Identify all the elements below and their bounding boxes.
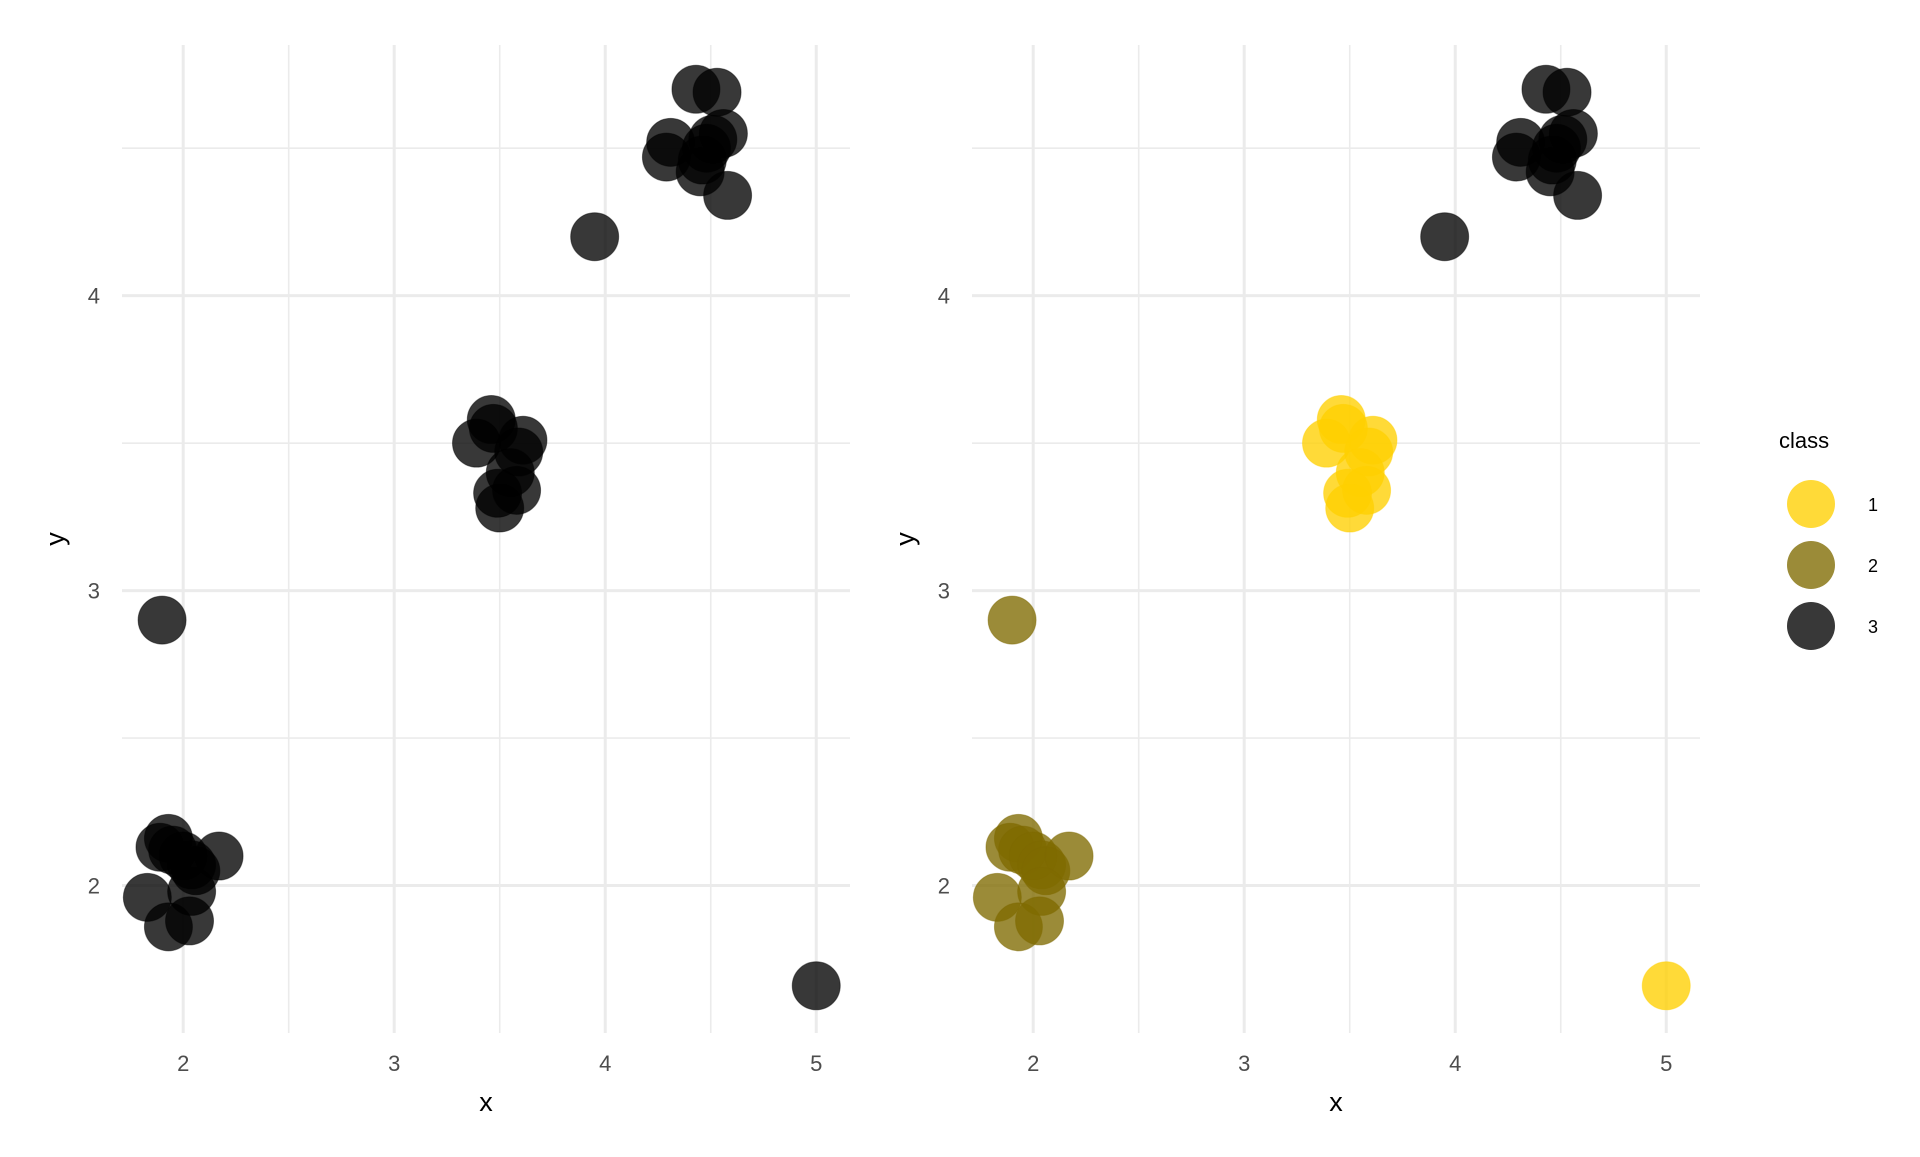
legend-key-2 xyxy=(1787,541,1835,589)
data-point xyxy=(703,170,753,220)
data-point xyxy=(165,896,215,946)
legend-label-1: 1 xyxy=(1868,495,1878,515)
x-tick-label: 4 xyxy=(599,1051,611,1076)
x-tick-label: 5 xyxy=(810,1051,822,1076)
data-point xyxy=(475,483,525,533)
panel-2: 2 3 4 5 2 3 4 x y class 1 2 3 xyxy=(890,45,1878,1117)
x-tick-label: 4 xyxy=(1449,1051,1461,1076)
y-tick-label: 3 xyxy=(938,579,950,604)
legend-label-2: 2 xyxy=(1868,556,1878,576)
legend-title: class xyxy=(1779,428,1829,453)
data-point xyxy=(1015,896,1065,946)
y-tick-label: 4 xyxy=(88,284,100,309)
data-point xyxy=(194,831,244,881)
data-point xyxy=(570,212,620,262)
x-axis-title: x xyxy=(479,1087,493,1117)
x-axis-title: x xyxy=(1329,1087,1343,1117)
data-point xyxy=(1553,170,1603,220)
x-tick-label: 3 xyxy=(388,1051,400,1076)
data-point xyxy=(1325,483,1375,533)
panel-1: 2 3 4 5 2 3 4 x y xyxy=(40,45,850,1117)
data-point xyxy=(1542,67,1592,117)
data-point xyxy=(1044,831,1094,881)
legend-key-3 xyxy=(1787,602,1835,650)
legend-key-1 xyxy=(1787,480,1835,528)
data-point xyxy=(137,595,187,645)
data-point xyxy=(987,595,1037,645)
y-tick-label: 3 xyxy=(88,579,100,604)
y-axis-title: y xyxy=(40,532,70,546)
data-point xyxy=(1420,212,1470,262)
x-tick-label: 5 xyxy=(1660,1051,1672,1076)
y-tick-label: 4 xyxy=(938,284,950,309)
x-tick-label: 2 xyxy=(1027,1051,1039,1076)
data-point xyxy=(1641,961,1691,1011)
y-tick-label: 2 xyxy=(88,874,100,899)
y-axis-title: y xyxy=(890,532,920,546)
x-tick-label: 2 xyxy=(177,1051,189,1076)
y-tick-label: 2 xyxy=(938,874,950,899)
legend: class 1 2 3 xyxy=(1779,428,1878,650)
x-tick-label: 3 xyxy=(1238,1051,1250,1076)
data-point xyxy=(692,67,742,117)
legend-label-3: 3 xyxy=(1868,617,1878,637)
data-point xyxy=(791,961,841,1011)
